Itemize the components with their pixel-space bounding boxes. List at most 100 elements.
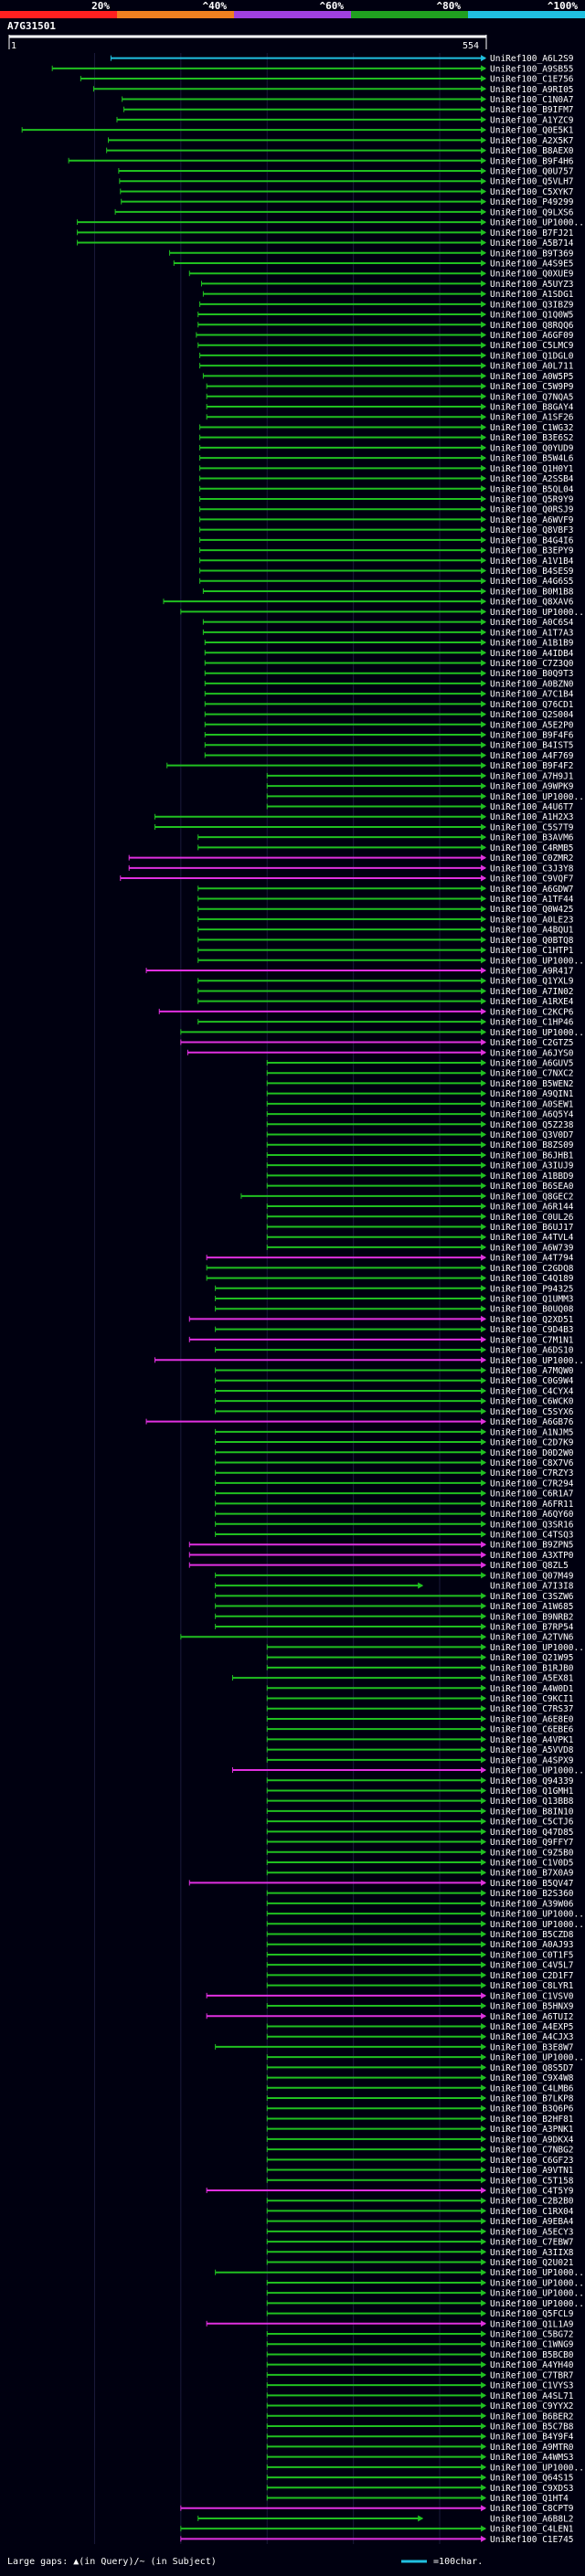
hit-label[interactable]: UniRef100_B9F4H6	[490, 156, 574, 166]
hit-row[interactable]: UniRef100_Q0E5K1	[21, 126, 574, 136]
hit-label[interactable]: UniRef100_Q07M49	[490, 1571, 574, 1581]
hit-label[interactable]: UniRef100_B3Q6P6	[490, 2104, 574, 2115]
hit-row[interactable]: UniRef100_B1RJB0	[266, 1663, 574, 1673]
hit-label[interactable]: UniRef100_A9RI05	[490, 85, 574, 95]
hit-label[interactable]: UniRef100_A6FR11	[490, 1500, 574, 1510]
hit-row[interactable]: UniRef100_A9R417	[145, 967, 574, 977]
hit-label[interactable]: UniRef100_B6BER2	[490, 2412, 574, 2422]
hit-label[interactable]: UniRef100_C4T5Y9	[490, 2186, 574, 2196]
hit-label[interactable]: UniRef100_Q9FFY7	[490, 1838, 574, 1848]
hit-row[interactable]: UniRef100_A4YH40	[266, 2360, 574, 2370]
hit-row[interactable]: UniRef100_A2SSB4	[199, 474, 574, 484]
hit-row[interactable]: UniRef100_A1YZC9	[116, 115, 574, 125]
hit-row[interactable]: UniRef100_A0BZN0	[204, 679, 574, 689]
hit-row[interactable]: UniRef100_UP1000..	[266, 2299, 584, 2309]
hit-label[interactable]: UniRef100_UP1000..	[490, 2053, 584, 2063]
hit-label[interactable]: UniRef100_A6R144	[490, 1203, 574, 1213]
hit-row[interactable]: UniRef100_A1TF44	[197, 895, 574, 905]
hit-row[interactable]: UniRef100_A7IN02	[197, 987, 574, 997]
hit-row[interactable]: UniRef100_A1RXE4	[197, 997, 574, 1007]
hit-row[interactable]: UniRef100_Q64S15	[266, 2474, 574, 2484]
hit-label[interactable]: UniRef100_C5SYX6	[490, 1407, 574, 1417]
hit-label[interactable]: UniRef100_UP1000..	[490, 2299, 584, 2309]
hit-row[interactable]: UniRef100_C5S7T9	[154, 822, 574, 832]
hit-label[interactable]: UniRef100_B4Y9F4	[490, 2433, 574, 2443]
hit-label[interactable]: UniRef100_D0D2W0	[490, 1448, 574, 1458]
hit-label[interactable]: UniRef100_A4YH40	[490, 2360, 574, 2370]
hit-label[interactable]: UniRef100_C2GDQ8	[490, 1264, 574, 1274]
hit-row[interactable]: UniRef100_C4LEN1	[180, 2525, 574, 2535]
hit-label[interactable]: UniRef100_B0Q9T3	[490, 669, 574, 679]
hit-row[interactable]: UniRef100_B6JHB1	[266, 1150, 574, 1161]
hit-row[interactable]: UniRef100_Q5VLH7	[119, 177, 574, 187]
hit-label[interactable]: UniRef100_C0ZMR2	[490, 853, 574, 864]
hit-label[interactable]: UniRef100_C9VQF7	[490, 875, 574, 885]
hit-row[interactable]: UniRef100_A4SPX9	[266, 1755, 574, 1765]
hit-label[interactable]: UniRef100_A9MTR0	[490, 2443, 574, 2453]
hit-row[interactable]: UniRef100_C5CTJ6	[266, 1818, 574, 1828]
hit-row[interactable]: UniRef100_B7LKP8	[266, 2094, 574, 2104]
hit-row[interactable]: UniRef100_C6R1A7	[215, 1489, 574, 1500]
hit-row[interactable]: UniRef100_C1HTP1	[197, 946, 574, 956]
hit-label[interactable]: UniRef100_C8CPT9	[490, 2504, 574, 2514]
hit-row[interactable]: UniRef100_Q9LXS6	[114, 207, 574, 217]
hit-label[interactable]: UniRef100_B3AVM6	[490, 833, 574, 843]
hit-row[interactable]: UniRef100_C8LYR1	[266, 1981, 574, 1991]
hit-label[interactable]: UniRef100_C7RS37	[490, 1704, 574, 1714]
hit-label[interactable]: UniRef100_Q0W425	[490, 905, 574, 915]
hit-row[interactable]: UniRef100_A4EXP5	[266, 2022, 574, 2032]
hit-row[interactable]: UniRef100_B0Q9T3	[204, 669, 574, 679]
hit-row[interactable]: UniRef100_C0T1F5	[266, 1950, 574, 1960]
hit-row[interactable]: UniRef100_B6BER2	[266, 2412, 574, 2422]
hit-row[interactable]: UniRef100_P94325	[215, 1284, 574, 1294]
hit-row[interactable]: UniRef100_UP1000..	[197, 956, 584, 966]
hit-label[interactable]: UniRef100_B7FJ21	[490, 228, 574, 239]
hit-label[interactable]: UniRef100_A6E8E0	[490, 1714, 574, 1724]
hit-row[interactable]: UniRef100_B3Q6P6	[266, 2104, 574, 2115]
hit-row[interactable]: UniRef100_A4IDB4	[204, 649, 574, 659]
hit-row[interactable]: UniRef100_Q5Z238	[266, 1120, 574, 1130]
hit-label[interactable]: UniRef100_A4EXP5	[490, 2022, 574, 2032]
hit-label[interactable]: UniRef100_UP1000..	[490, 792, 584, 802]
hit-label[interactable]: UniRef100_B5QL04	[490, 484, 574, 494]
hit-label[interactable]: UniRef100_C1E756	[490, 75, 574, 85]
hit-row[interactable]: UniRef100_UP1000..	[180, 608, 584, 618]
hit-label[interactable]: UniRef100_Q94339	[490, 1776, 574, 1786]
hit-row[interactable]: UniRef100_C9KCI1	[266, 1694, 574, 1704]
hit-label[interactable]: UniRef100_C2D7K9	[490, 1438, 574, 1448]
hit-label[interactable]: UniRef100_C1N0A7	[490, 95, 574, 105]
hit-row[interactable]: UniRef100_UP1000..	[266, 2053, 584, 2063]
hit-label[interactable]: UniRef100_A0W5P5	[490, 372, 574, 382]
hit-row[interactable]: UniRef100_Q1GMH1	[266, 1786, 574, 1797]
hit-label[interactable]: UniRef100_A4G6S5	[490, 577, 574, 587]
hit-row[interactable]: UniRef100_C9VQF7	[120, 875, 574, 885]
hit-label[interactable]: UniRef100_C9XDS3	[490, 2484, 574, 2494]
hit-row[interactable]: UniRef100_A7H9J1	[266, 771, 574, 781]
hit-row[interactable]: UniRef100_Q0XUE9	[188, 270, 574, 280]
hit-label[interactable]: UniRef100_C4TSQ3	[490, 1531, 574, 1541]
hit-label[interactable]: UniRef100_Q8GEC2	[490, 1192, 574, 1202]
hit-row[interactable]: UniRef100_C4Q189	[206, 1274, 574, 1284]
hit-row[interactable]: UniRef100_Q1H0Y1	[199, 464, 574, 474]
hit-label[interactable]: UniRef100_B4SES9	[490, 567, 574, 577]
hit-row[interactable]: UniRef100_A6E8E0	[266, 1714, 574, 1724]
hit-label[interactable]: UniRef100_A1NJM5	[490, 1427, 574, 1437]
hit-row[interactable]: UniRef100_UP1000..	[215, 2268, 584, 2278]
hit-row[interactable]: UniRef100_C9X4W8	[266, 2073, 574, 2083]
hit-label[interactable]: UniRef100_C7TBR7	[490, 2370, 574, 2380]
hit-label[interactable]: UniRef100_A2TVN6	[490, 1633, 574, 1643]
hit-label[interactable]: UniRef100_C4LMB6	[490, 2083, 574, 2094]
hit-label[interactable]: UniRef100_A6WVF9	[490, 515, 574, 525]
hit-row[interactable]: UniRef100_Q0YUD9	[199, 443, 574, 453]
hit-row[interactable]: UniRef100_A2TVN6	[180, 1633, 574, 1643]
hit-row[interactable]: UniRef100_A5VVD8	[266, 1745, 574, 1755]
hit-row[interactable]: UniRef100_A6L2S9	[110, 54, 574, 64]
hit-label[interactable]: UniRef100_Q2S004	[490, 710, 574, 720]
hit-label[interactable]: UniRef100_C8X7V6	[490, 1458, 574, 1468]
hit-row[interactable]: UniRef100_A6GB76	[145, 1417, 574, 1427]
hit-row[interactable]: UniRef100_A4G6S5	[199, 577, 574, 587]
hit-label[interactable]: UniRef100_B4IST5	[490, 741, 574, 751]
hit-label[interactable]: UniRef100_Q8S5D7	[490, 2063, 574, 2073]
hit-row[interactable]: UniRef100_C8X7V6	[215, 1458, 574, 1468]
hit-label[interactable]: UniRef100_A6Q5Y4	[490, 1110, 574, 1120]
